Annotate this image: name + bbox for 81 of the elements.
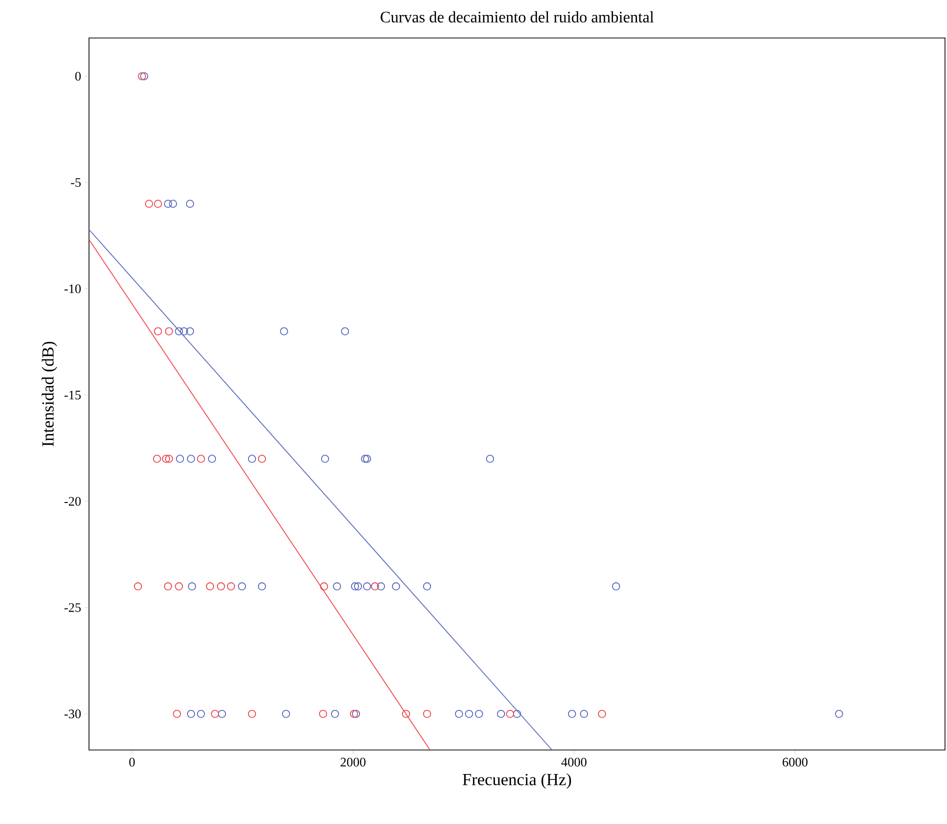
- point: [321, 454, 330, 463]
- point: [454, 710, 464, 718]
- point: [186, 200, 194, 208]
- point: [248, 710, 256, 718]
- y-tick-label: -10: [64, 284, 81, 294]
- point: [216, 582, 225, 590]
- point: [402, 710, 410, 718]
- point: [186, 710, 196, 718]
- point: [196, 710, 205, 718]
- point: [174, 327, 184, 336]
- point: [188, 582, 196, 590]
- y-tick-label: -25: [64, 603, 81, 612]
- point: [174, 582, 184, 590]
- point: [172, 710, 182, 718]
- point: [180, 327, 188, 336]
- x-tick-label: 0: [129, 758, 135, 767]
- x-axis-title: Frecuencia (Hz): [462, 773, 572, 789]
- point: [612, 582, 620, 590]
- point: [206, 582, 214, 590]
- point: [423, 710, 432, 718]
- point: [474, 710, 484, 718]
- point: [208, 454, 216, 463]
- y-tick-label: -15: [64, 390, 81, 400]
- point: [218, 710, 226, 718]
- point: [210, 710, 220, 718]
- y-tick-label: 0: [75, 72, 81, 81]
- point: [320, 582, 328, 590]
- point: [258, 582, 266, 590]
- point: [465, 710, 474, 718]
- point: [512, 710, 522, 718]
- point: [376, 582, 386, 590]
- point: [164, 327, 174, 336]
- point: [238, 582, 246, 590]
- point: [154, 327, 162, 336]
- point: [176, 454, 184, 463]
- point: [392, 582, 400, 590]
- x-tick-label: 4000: [561, 758, 586, 767]
- point: [280, 327, 288, 336]
- point: [168, 200, 178, 208]
- point: [330, 710, 340, 718]
- y-tick-label: -5: [70, 178, 81, 187]
- point: [152, 454, 162, 463]
- point: [598, 710, 606, 718]
- point: [196, 454, 205, 463]
- point: [568, 710, 576, 718]
- point: [186, 327, 194, 336]
- point: [140, 72, 148, 80]
- y-tick-label: -20: [64, 496, 81, 506]
- point: [354, 582, 362, 590]
- point: [282, 710, 290, 718]
- point: [362, 454, 372, 463]
- point: [362, 582, 372, 590]
- point: [350, 582, 360, 590]
- x-tick-label: 6000: [782, 758, 808, 767]
- point: [138, 72, 146, 80]
- point: [332, 582, 342, 590]
- point: [361, 454, 370, 463]
- point: [134, 582, 142, 590]
- point: [580, 710, 588, 718]
- point: [226, 582, 236, 590]
- point: [154, 200, 162, 208]
- point: [834, 710, 844, 718]
- point: [341, 327, 350, 336]
- point: [370, 582, 380, 590]
- chart-title: Curvas de decaimiento del ruido ambiental: [380, 11, 654, 22]
- point: [258, 454, 266, 463]
- point: [186, 454, 196, 463]
- point: [486, 454, 494, 463]
- y-tick-label: -30: [64, 710, 81, 718]
- point: [248, 454, 256, 463]
- point: [162, 454, 170, 463]
- x-tick-label: 2000: [340, 758, 366, 767]
- point: [144, 200, 154, 208]
- point: [164, 582, 172, 590]
- point: [506, 710, 514, 718]
- y-axis-title: Intensidad (dB): [42, 342, 58, 446]
- point: [319, 710, 328, 718]
- point: [496, 710, 506, 718]
- point: [423, 582, 432, 590]
- point: [164, 454, 174, 463]
- point: [164, 200, 172, 208]
